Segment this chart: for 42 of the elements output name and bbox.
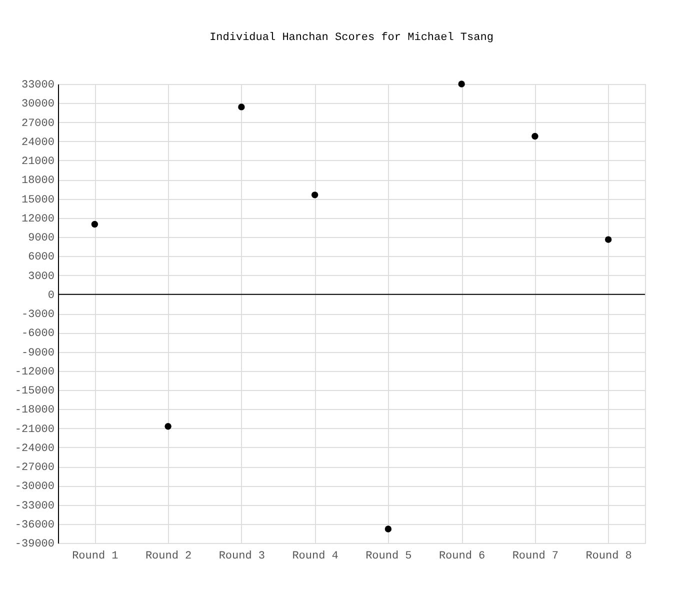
y-tick-label: 15000	[21, 194, 54, 206]
point	[164, 422, 172, 430]
y-tick-label: 33000	[21, 80, 54, 92]
y-tick-label: 3000	[28, 270, 54, 283]
y-tick-label: -6000	[21, 328, 54, 340]
point	[458, 80, 465, 88]
y-tick-label: -21000	[14, 424, 54, 436]
x-tick-label: Round 5	[366, 550, 412, 562]
y-tick-label: 27000	[21, 118, 54, 130]
x-tick-label: Round 3	[218, 550, 266, 562]
y-tick-label: 6000	[28, 252, 54, 264]
point	[532, 132, 538, 140]
y-tick-label: -15000	[14, 386, 54, 398]
point	[238, 104, 245, 110]
x-tick-label: Round 7	[512, 550, 559, 562]
point	[384, 526, 392, 532]
y-tick-label: -27000	[14, 462, 54, 474]
point	[91, 220, 98, 228]
y-tick-label: -3000	[21, 309, 54, 321]
point	[604, 236, 612, 243]
y-tick-label: 21000	[21, 156, 54, 168]
y-tick-label: -18000	[14, 404, 54, 417]
y-tick-label: 18000	[21, 175, 54, 188]
y-tick-label: 30000	[21, 98, 54, 111]
y-tick-label: -9000	[21, 347, 54, 360]
y-tick-label: 12000	[21, 213, 54, 226]
point	[311, 192, 318, 198]
y-tick-label: 9000	[28, 232, 54, 244]
y-tick-label: -39000	[14, 538, 54, 550]
x-tick-label: Round 1	[72, 550, 119, 562]
y-tick-label: 24000	[21, 136, 54, 149]
x-tick-label: Round 6	[438, 550, 486, 562]
y-tick-label: -36000	[14, 519, 54, 532]
y-tick-label: -12000	[14, 366, 54, 378]
y-tick-label: -24000	[14, 442, 54, 455]
y-tick-label: 0	[48, 290, 54, 302]
x-tick-label: Round 8	[586, 550, 632, 562]
chart-title: Individual Hanchan Scores for Michael Tsang	[210, 32, 494, 44]
y-tick-label: -30000	[14, 481, 54, 494]
x-tick-label: Round 2	[145, 550, 192, 562]
y-tick-label: -33000	[14, 500, 54, 512]
x-tick-label: Round 4	[292, 550, 339, 562]
